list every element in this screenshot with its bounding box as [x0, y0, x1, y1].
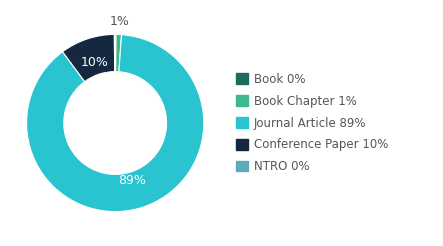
Text: 1%: 1%	[109, 15, 129, 28]
Wedge shape	[62, 34, 115, 82]
Wedge shape	[114, 34, 115, 72]
Wedge shape	[116, 34, 121, 72]
Text: 10%: 10%	[81, 56, 109, 69]
Wedge shape	[27, 35, 204, 212]
Legend: Book 0%, Book Chapter 1%, Journal Article 89%, Conference Paper 10%, NTRO 0%: Book 0%, Book Chapter 1%, Journal Articl…	[236, 73, 389, 173]
Wedge shape	[115, 34, 116, 72]
Text: 89%: 89%	[118, 174, 146, 187]
